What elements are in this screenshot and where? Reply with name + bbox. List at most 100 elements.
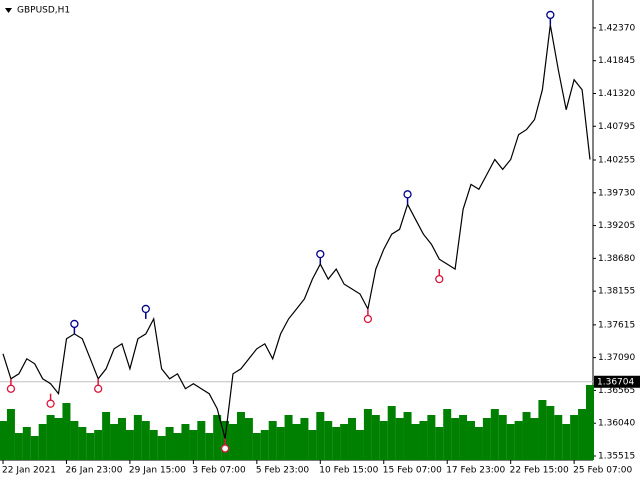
- volume-bar: [546, 406, 555, 460]
- volume-bar: [30, 436, 39, 460]
- volume-bar: [189, 430, 198, 460]
- volume-bar: [474, 427, 483, 460]
- fractal-up: [546, 10, 555, 25]
- y-tick-label: 1.39730: [598, 188, 635, 198]
- x-tick-label: 25 Feb 07:00: [573, 466, 632, 476]
- fractal-part: [316, 249, 325, 259]
- volume-bar: [173, 433, 182, 460]
- x-tick-label: 22 Jan 2021: [2, 466, 56, 476]
- volume-bar: [324, 421, 333, 460]
- fractal-down: [46, 393, 55, 408]
- volume-bar: [498, 415, 507, 460]
- volume-bar: [6, 409, 15, 460]
- fractal-part: [546, 10, 555, 20]
- volume-bar: [110, 424, 119, 460]
- x-tick-label: 15 Feb 07:00: [383, 466, 442, 476]
- volume-bar: [562, 424, 571, 460]
- x-tick-label: 3 Feb 07:00: [192, 466, 246, 476]
- y-tick-label: 1.37615: [598, 320, 635, 330]
- fractal-part: [141, 304, 150, 314]
- volume-bar: [46, 415, 55, 460]
- y-tick-label: 1.41845: [598, 56, 635, 66]
- volume-bar: [244, 418, 253, 460]
- x-tick-label: 29 Jan 15:00: [129, 466, 186, 476]
- y-tick-label: 1.39205: [598, 221, 635, 231]
- volume-bar: [586, 385, 594, 460]
- volume-bar: [102, 412, 111, 460]
- volume-bar: [308, 430, 317, 460]
- volume-bar: [268, 421, 277, 460]
- volume-bar: [117, 418, 126, 460]
- y-tick-label: 1.37090: [598, 353, 635, 363]
- last-price-label: 1.36704: [597, 377, 634, 387]
- y-tick-label: 1.40255: [598, 155, 635, 165]
- volume-bar: [78, 427, 87, 460]
- x-tick-label: 22 Feb 15:00: [510, 466, 569, 476]
- volume-bar: [38, 424, 47, 460]
- fractal-down: [6, 378, 16, 393]
- volume-bar: [14, 433, 23, 460]
- volume-bar: [371, 415, 380, 460]
- y-tick-label: 1.36565: [598, 386, 635, 396]
- y-tick-label: 1.38680: [598, 254, 635, 264]
- x-tick-label: 17 Feb 23:00: [446, 466, 505, 476]
- volume-bar: [86, 433, 95, 460]
- volume-bar: [522, 412, 531, 460]
- volume-bar: [443, 409, 452, 460]
- fractal-down: [94, 378, 103, 393]
- volume-bar: [554, 415, 563, 460]
- x-tick-label: 10 Feb 15:00: [319, 466, 378, 476]
- fractal-part: [94, 384, 103, 393]
- volume-bar: [411, 424, 420, 460]
- volume-bar: [379, 421, 388, 460]
- volume-bar: [229, 424, 238, 460]
- last-price-box: [594, 375, 640, 388]
- volume-bar: [570, 415, 579, 460]
- volume-bar: [133, 415, 142, 460]
- volume-bar: [284, 415, 293, 460]
- volume-bar: [514, 421, 523, 460]
- volume-bar: [54, 418, 63, 460]
- fractal-part: [46, 399, 55, 408]
- volume-bar: [387, 406, 396, 460]
- fractal-down: [363, 308, 373, 324]
- volume-bar: [427, 415, 436, 460]
- y-tick-label: 1.36040: [598, 419, 635, 429]
- menu-triangle[interactable]: [5, 8, 12, 13]
- volume-bar: [62, 403, 71, 460]
- fractal-part: [6, 384, 16, 393]
- volume-bar: [236, 412, 245, 460]
- volume-bar: [348, 418, 357, 460]
- volume-bar: [578, 409, 587, 460]
- volume-bar: [0, 421, 7, 460]
- volume-bar: [395, 418, 404, 460]
- chart-title: GBPUSD,H1: [17, 6, 70, 16]
- y-tick-label: 1.38155: [598, 287, 635, 297]
- fractal-up: [141, 304, 150, 319]
- volume-bar: [149, 430, 158, 460]
- fractal-down: [435, 269, 444, 284]
- fractal-up: [403, 190, 412, 205]
- volume-bar: [181, 424, 190, 460]
- y-tick-label: 1.40795: [598, 122, 635, 132]
- fractal-up: [316, 249, 325, 265]
- volume-bar: [94, 430, 103, 460]
- volume-bar: [363, 409, 372, 460]
- volume-bar: [165, 427, 174, 460]
- volume-bar: [490, 409, 499, 460]
- price-line: [2, 24, 591, 439]
- volume-bar: [197, 421, 206, 460]
- volume-bar: [538, 400, 547, 460]
- volume-bar: [292, 424, 301, 460]
- fractal-up: [70, 319, 79, 334]
- fractal-down: [220, 438, 230, 453]
- volume-bar: [141, 421, 150, 460]
- x-tick-label: 26 Jan 23:00: [65, 466, 122, 476]
- volume-bar: [213, 415, 222, 460]
- fractal-part: [363, 314, 373, 324]
- volume-bar: [506, 424, 515, 460]
- volume-bar: [22, 427, 31, 460]
- volume-bar: [482, 418, 491, 460]
